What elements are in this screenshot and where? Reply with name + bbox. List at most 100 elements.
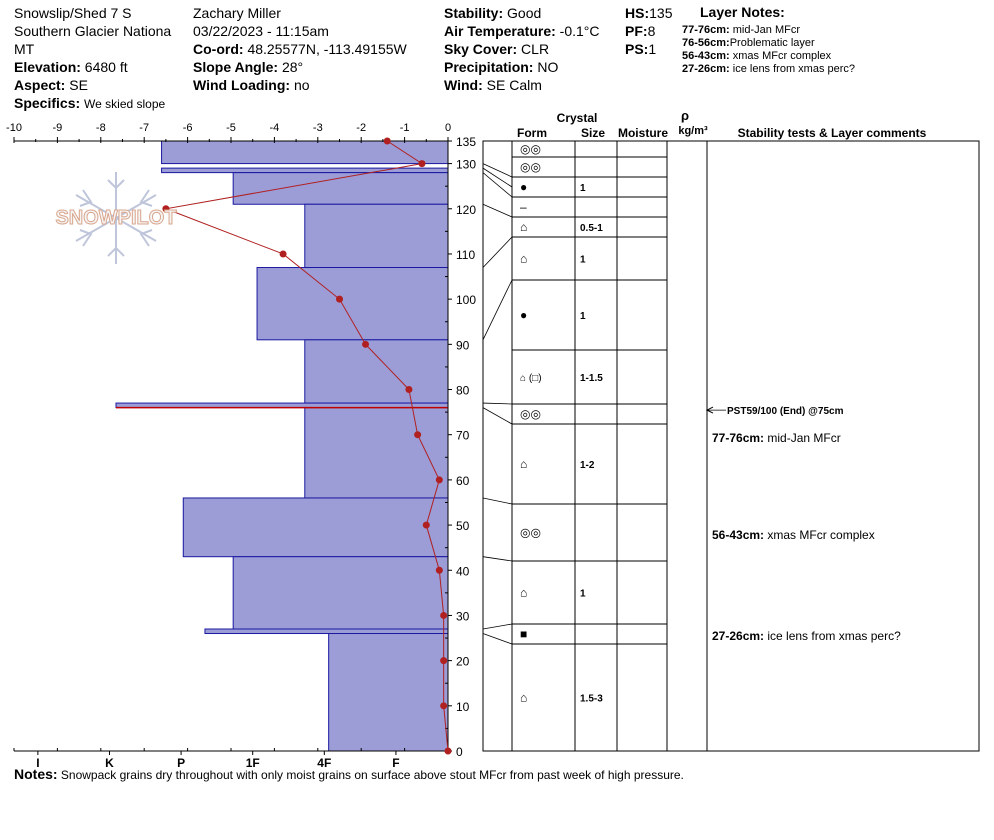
temp-tick-label: -4 bbox=[270, 122, 280, 134]
layer-comment: 77-76cm: mid-Jan MFcr bbox=[712, 431, 841, 445]
crystal-form: ⌂ bbox=[520, 252, 527, 266]
hardness-bar bbox=[204, 628, 449, 635]
layer-connector bbox=[482, 279, 513, 340]
height-tick-label: 40 bbox=[456, 564, 470, 578]
stability-comments-header: Stability tests & Layer comments bbox=[738, 126, 927, 140]
layer-connector bbox=[482, 407, 513, 425]
crystal-size: 1.5-3 bbox=[580, 694, 603, 705]
crystal-form: ■ bbox=[520, 627, 527, 641]
temperature-point bbox=[440, 702, 448, 710]
layer-comment-text: ice lens from xmas perc? bbox=[764, 629, 901, 643]
aspect-label: Aspect: bbox=[14, 77, 66, 93]
crystal-form: ⌂ bbox=[520, 586, 527, 600]
datetime: 03/22/2023 - 11:15am bbox=[193, 23, 329, 39]
height-tick-label: 130 bbox=[456, 158, 476, 172]
temperature-point bbox=[435, 566, 443, 574]
coord-value: 48.25577N, -113.49155W bbox=[247, 41, 407, 57]
crystal-size: 1 bbox=[580, 589, 586, 600]
layer-comment-range: 77-76cm: bbox=[712, 431, 764, 445]
temperature-series bbox=[162, 137, 452, 755]
stability-test-label: PST59/100 (End) @75cm bbox=[727, 406, 844, 417]
height-tick-label: 10 bbox=[456, 700, 470, 714]
wind-loading-value: no bbox=[293, 77, 310, 93]
slope-value: 28° bbox=[281, 59, 304, 75]
layer-connector bbox=[482, 236, 513, 268]
layer-connector bbox=[482, 633, 513, 645]
temperature-point bbox=[444, 747, 452, 755]
temperature-point bbox=[405, 386, 413, 394]
precip-value: NO bbox=[537, 59, 559, 75]
layer-note-range: 56-43cm: bbox=[682, 50, 730, 62]
height-tick-label: 110 bbox=[456, 248, 475, 262]
temp-tick-label: -5 bbox=[226, 122, 236, 134]
layer-note-range: 77-76cm: bbox=[682, 24, 730, 36]
height-tick-label: 70 bbox=[456, 429, 470, 443]
crystal-form: ⌂ bbox=[520, 691, 527, 705]
hs-label: HS: bbox=[625, 5, 650, 21]
layer-comment-range: 56-43cm: bbox=[712, 528, 764, 542]
temp-tick-label: -2 bbox=[356, 122, 366, 134]
layer-note: 76-56cm:Problematic layer bbox=[682, 37, 815, 50]
stability-label: Stability: bbox=[444, 5, 504, 21]
height-tick-label: 0 bbox=[456, 745, 463, 759]
rho-header: ρ bbox=[681, 108, 689, 123]
table-border bbox=[482, 140, 980, 752]
crystal-size: 1 bbox=[580, 311, 586, 322]
temp-tick-label: -7 bbox=[139, 122, 149, 134]
height-tick-label: 120 bbox=[456, 203, 476, 217]
hardness-bar bbox=[304, 339, 449, 404]
layer-note-range: 76-56cm: bbox=[682, 37, 730, 49]
temperature-point bbox=[383, 137, 391, 145]
temp-tick-label: 0 bbox=[445, 122, 451, 134]
temp-tick-label: -9 bbox=[53, 122, 63, 134]
state: MT bbox=[14, 41, 35, 57]
air-temp-label: Air Temperature: bbox=[444, 23, 556, 39]
hardness-tick-label: 1F bbox=[246, 756, 260, 770]
height-tick-label: 135 bbox=[456, 135, 476, 149]
temperature-point bbox=[418, 160, 426, 168]
hardness-bar bbox=[328, 633, 449, 752]
notes: Notes: Snowpack grains dry throughout wi… bbox=[14, 766, 684, 782]
snowpilot-logo-text: SNOWPILOT bbox=[55, 207, 176, 229]
hardness-tick-label: P bbox=[177, 756, 185, 770]
precip-label: Precipitation: bbox=[444, 59, 534, 75]
elevation-value: 6480 ft bbox=[84, 59, 128, 75]
temperature-point bbox=[414, 431, 422, 439]
hardness-tick-label: F bbox=[392, 756, 399, 770]
temp-tick-label: -10 bbox=[6, 122, 22, 134]
height-tick-label: 60 bbox=[456, 474, 470, 488]
crystal-form: – bbox=[520, 200, 527, 214]
slope-angle: Slope Angle: 28° bbox=[193, 58, 303, 76]
layer-table: ◎◎ ◎◎ ● 1 – ⌂ 0.5-1 ⌂ 1 ● 1 ⌂ (□) 1-1.5 ◎◎ ⌂ 1-2 ◎◎ ⌂ 1 ■ ⌂ 1… bbox=[482, 140, 980, 752]
wind-value: SE Calm bbox=[486, 77, 542, 93]
coord-label: Co-ord: bbox=[193, 41, 244, 57]
temperature-point bbox=[362, 340, 370, 348]
temperature-point bbox=[440, 657, 448, 665]
notes-label: Notes: bbox=[14, 766, 58, 782]
wind-loading-label: Wind Loading: bbox=[193, 77, 291, 93]
temperature-point bbox=[162, 205, 170, 213]
pf-label: PF: bbox=[625, 23, 648, 39]
height-tick-label: 30 bbox=[456, 609, 470, 623]
region: Southern Glacier Nationa bbox=[14, 23, 172, 39]
crystal-form: ◎◎ bbox=[520, 407, 541, 421]
ps-label: PS: bbox=[625, 41, 649, 57]
aspect: Aspect: SE bbox=[14, 76, 88, 94]
crystal-size: 1-2 bbox=[580, 460, 595, 471]
layer-comment: 27-26cm: ice lens from xmas perc? bbox=[712, 629, 901, 643]
hardness-bar bbox=[161, 167, 449, 174]
ps-value: 1 bbox=[648, 41, 657, 57]
stability-comments: PST59/100 (End) @75cm 77-76cm: mid-Jan MF… bbox=[705, 406, 901, 643]
hs-value: 135 bbox=[649, 5, 673, 21]
pf-value: 8 bbox=[647, 23, 656, 39]
layer-note-text: Problematic layer bbox=[729, 37, 815, 49]
layer-comment-range: 27-26cm: bbox=[712, 629, 764, 643]
specifics: Specifics: We skied slope bbox=[14, 94, 165, 113]
elevation: Elevation: 6480 ft bbox=[14, 58, 128, 76]
crystal-form: ◎◎ bbox=[520, 526, 541, 540]
location: Snowslip/Shed 7 S bbox=[14, 5, 132, 21]
crystal-size: 1 bbox=[580, 183, 586, 194]
layer-comment: 56-43cm: xmas MFcr complex bbox=[712, 528, 875, 542]
hardness-bars bbox=[115, 140, 449, 752]
